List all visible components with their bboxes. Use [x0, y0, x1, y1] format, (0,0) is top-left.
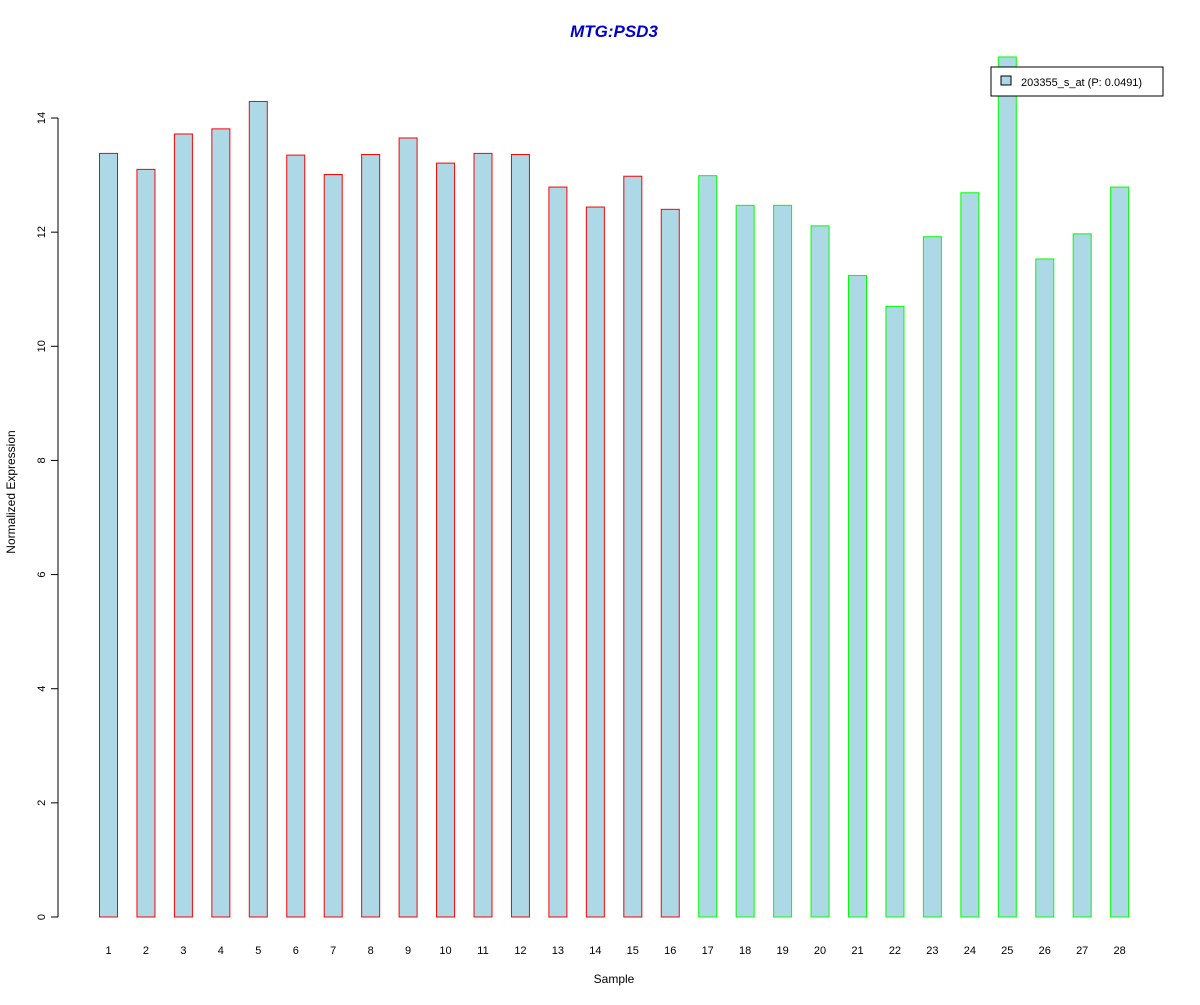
x-tick-label: 13	[552, 945, 564, 957]
bar-sample-25	[997, 56, 1017, 918]
bar-sample-24	[960, 192, 980, 918]
y-axis: 0 2 4 6 8 10 12 14	[36, 112, 59, 920]
x-tick-label: 23	[926, 945, 938, 957]
x-tick-label: 5	[255, 945, 261, 957]
x-axis-label: Sample	[594, 972, 635, 986]
bar-sample-11	[473, 152, 493, 918]
y-tick-label: 10	[36, 340, 48, 352]
bar-sample-26	[1035, 258, 1055, 918]
x-axis: 1 2 3 4 5 6 7 8 9 10 11 12 13 14 15 16 17 18 19 20 21 22 23 24 2…	[105, 945, 1125, 957]
x-tick-label: 15	[627, 945, 639, 957]
x-tick-label: 2	[143, 945, 149, 957]
bar-sample-5	[248, 100, 268, 918]
x-tick-label: 25	[1001, 945, 1013, 957]
y-tick-label: 0	[36, 914, 48, 920]
bar-sample-19	[773, 204, 793, 918]
bar-sample-9	[398, 137, 418, 918]
bar-sample-18	[735, 204, 755, 918]
bar-sample-28	[1110, 186, 1130, 918]
bar-sample-15	[623, 175, 643, 918]
x-tick-label: 6	[293, 945, 299, 957]
bar-sample-8	[361, 154, 381, 918]
bar-sample-23	[922, 236, 942, 918]
x-tick-label: 16	[664, 945, 676, 957]
x-tick-label: 17	[702, 945, 714, 957]
y-tick-label: 6	[36, 572, 48, 578]
x-tick-label: 28	[1114, 945, 1126, 957]
bar-sample-4	[211, 128, 231, 918]
y-tick-label: 2	[36, 800, 48, 806]
bar-sample-22	[885, 305, 905, 918]
bar-sample-7	[323, 174, 343, 918]
x-tick-label: 12	[514, 945, 526, 957]
x-tick-label: 3	[180, 945, 186, 957]
legend: 203355_s_at (P: 0.0491)	[990, 66, 1164, 97]
bar-sample-1	[99, 152, 118, 918]
legend-box	[990, 66, 1164, 97]
bar-sample-13	[548, 186, 568, 918]
x-tick-label: 24	[964, 945, 976, 957]
x-tick-label: 20	[814, 945, 826, 957]
bar-sample-27	[1072, 233, 1092, 918]
y-tick-label: 14	[36, 112, 48, 124]
y-tick-label: 4	[36, 686, 48, 692]
x-tick-label: 26	[1039, 945, 1051, 957]
y-tick-label: 12	[36, 226, 48, 238]
x-tick-label: 14	[589, 945, 601, 957]
x-tick-label: 4	[218, 945, 224, 957]
x-tick-label: 7	[330, 945, 336, 957]
y-tick-label: 8	[36, 457, 48, 463]
x-tick-label: 27	[1076, 945, 1088, 957]
legend-label: 203355_s_at (P: 0.0491)	[1021, 77, 1142, 89]
x-tick-label: 19	[776, 945, 788, 957]
chart-title: MTG:PSD3	[570, 22, 658, 41]
bar-sample-3	[173, 133, 193, 918]
bar-sample-10	[436, 162, 456, 918]
x-tick-label: 9	[405, 945, 411, 957]
x-tick-label: 22	[889, 945, 901, 957]
bar-sample-2	[136, 168, 156, 918]
legend-swatch	[1000, 75, 1012, 86]
x-tick-label: 21	[851, 945, 863, 957]
bar-sample-17	[698, 175, 718, 918]
bar-sample-6	[286, 154, 306, 918]
bar-sample-21	[848, 275, 867, 918]
bar-sample-16	[660, 208, 680, 918]
x-tick-label: 1	[105, 945, 111, 957]
bar-sample-12	[510, 154, 530, 918]
bars-group	[99, 56, 1130, 918]
x-tick-label: 8	[368, 945, 374, 957]
bar-sample-20	[810, 225, 830, 918]
bar-sample-14	[585, 206, 605, 918]
x-tick-label: 18	[739, 945, 751, 957]
x-tick-label: 10	[439, 945, 451, 957]
x-tick-label: 11	[477, 945, 488, 957]
y-axis-label: Normalized Expression	[4, 430, 18, 553]
